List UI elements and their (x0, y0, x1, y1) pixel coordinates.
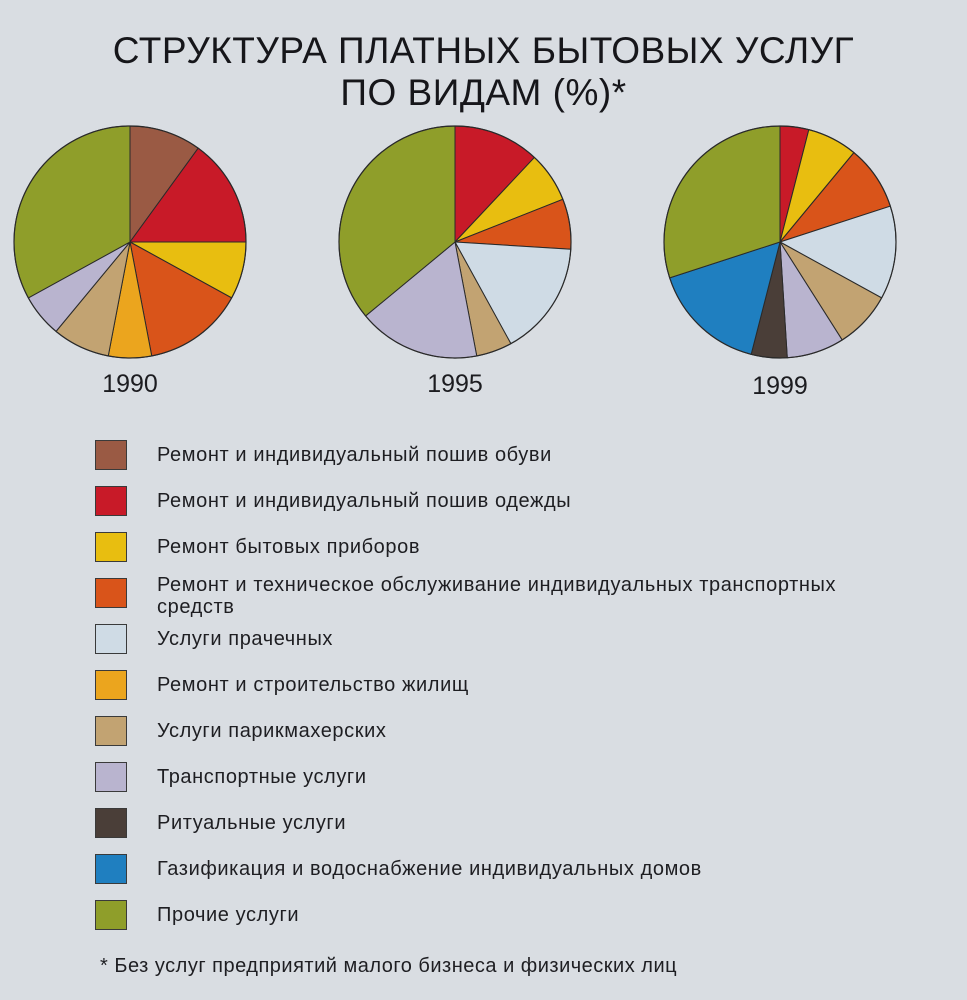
legend-label: Ремонт и индивидуальный пошив обуви (157, 444, 552, 466)
legend-label: Ремонт и строительство жилищ (157, 674, 469, 696)
legend-swatch (95, 440, 127, 470)
pie-outline-1990 (13, 125, 247, 359)
pie-1990-svg (13, 125, 247, 359)
chart-title-line-1: СТРУКТУРА ПЛАТНЫХ БЫТОВЫХ УСЛУГ (112, 30, 855, 71)
legend-item-hairdresser: Услуги парикмахерских (95, 716, 915, 762)
legend-swatch (95, 532, 127, 562)
legend-swatch (95, 854, 127, 884)
legend-swatch (95, 900, 127, 930)
legend-item-other: Прочие услуги (95, 900, 915, 946)
legend-label: Газификация и водоснабжение индивидуальн… (157, 858, 702, 880)
pie-year-label-1990: 1990 (102, 370, 158, 398)
legend-label: Прочие услуги (157, 904, 300, 926)
legend-item-appliance-repair: Ремонт бытовых приборов (95, 532, 915, 578)
pie-1999-svg (663, 125, 897, 359)
legend-item-housing: Ремонт и строительство жилищ (95, 670, 915, 716)
legend-item-funeral: Ритуальные услуги (95, 808, 915, 854)
pie-1995-svg (338, 125, 572, 359)
legend-swatch (95, 578, 127, 608)
legend-swatch (95, 624, 127, 654)
legend-item-clothing-repair: Ремонт и индивидуальный пошив одежды (95, 486, 915, 532)
legend: Ремонт и индивидуальный пошив обуви Ремо… (95, 440, 915, 946)
pie-year-label-1999: 1999 (752, 372, 808, 400)
pie-year-label-1995: 1995 (427, 370, 483, 398)
pie-chart-1990: 1990 (10, 122, 250, 398)
legend-item-shoe-repair: Ремонт и индивидуальный пошив обуви (95, 440, 915, 486)
legend-label: Ремонт и индивидуальный пошив одежды (157, 490, 572, 512)
legend-swatch (95, 486, 127, 516)
legend-label: Услуги прачечных (157, 628, 334, 650)
legend-item-gas-water: Газификация и водоснабжение индивидуальн… (95, 854, 915, 900)
legend-swatch (95, 716, 127, 746)
pie-chart-1999: 1999 (660, 122, 900, 400)
legend-label: Транспортные услуги (157, 766, 367, 788)
legend-label: Ритуальные услуги (157, 812, 347, 834)
legend-label: Ремонт бытовых приборов (157, 536, 421, 558)
chart-title-line-2: ПО ВИДАМ (%)* (340, 72, 627, 113)
pie-chart-1995: 1995 (335, 122, 575, 398)
chart-title: СТРУКТУРА ПЛАТНЫХ БЫТОВЫХ УСЛУГ ПО ВИДАМ… (0, 30, 967, 114)
footnote: * Без услуг предприятий малого бизнеса и… (100, 955, 678, 977)
legend-label: Услуги парикмахерских (157, 720, 387, 742)
legend-item-vehicle-service: Ремонт и техническое обслуживание индиви… (95, 574, 915, 624)
legend-swatch (95, 808, 127, 838)
pie-outline-1995 (338, 125, 572, 359)
legend-swatch (95, 762, 127, 792)
legend-label: Ремонт и техническое обслуживание индиви… (157, 574, 837, 618)
legend-item-transport: Транспортные услуги (95, 762, 915, 808)
legend-item-laundry: Услуги прачечных (95, 624, 915, 670)
legend-swatch (95, 670, 127, 700)
pie-outline-1999 (663, 125, 897, 359)
